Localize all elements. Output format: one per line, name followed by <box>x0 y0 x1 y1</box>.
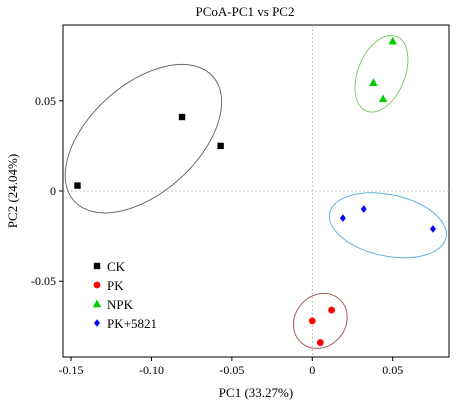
y-tick-label: 0.05 <box>35 94 56 108</box>
legend-marker <box>93 281 101 289</box>
legend-label: PK+5821 <box>107 316 157 331</box>
chart-title: PCoA-PC1 vs PC2 <box>196 4 295 19</box>
y-tick-label: 0 <box>50 184 56 198</box>
legend: CK PK NPK PK+5821 <box>92 259 157 331</box>
point-npk <box>378 94 388 103</box>
legend-label: CK <box>107 259 126 274</box>
point-pk <box>308 317 316 325</box>
ellipse-pk-5821 <box>328 192 447 259</box>
point-npk <box>388 36 397 45</box>
legend-label: NPK <box>107 297 134 312</box>
point-ck <box>217 142 224 150</box>
point-pk-5821 <box>429 225 436 233</box>
x-tick-label: 0 <box>309 363 315 377</box>
x-axis-ticks: -0.15 -0.10 -0.05 0 0.05 <box>59 357 403 377</box>
y-axis-label: PC2 (24.04%) <box>5 154 20 228</box>
point-pk-5821 <box>360 205 367 213</box>
legend-marker <box>92 299 102 308</box>
point-pk-5821 <box>339 214 346 222</box>
x-axis-label: PC1 (33.27%) <box>219 385 293 400</box>
x-tick-label: 0.05 <box>382 363 403 377</box>
ellipse-ck <box>64 63 223 214</box>
y-axis-ticks: -0.05 0 0.05 <box>31 94 63 288</box>
data-points <box>74 36 436 346</box>
point-pk <box>316 339 324 346</box>
confidence-ellipses <box>64 34 447 349</box>
point-npk <box>369 78 378 86</box>
x-tick-label: -0.05 <box>219 363 244 377</box>
x-tick-label: -0.15 <box>59 363 84 377</box>
point-ck <box>178 113 186 121</box>
ellipse-pk <box>292 292 348 349</box>
legend-marker <box>93 262 101 270</box>
legend-label: PK <box>107 278 124 293</box>
point-ck <box>74 182 81 189</box>
legend-marker <box>94 319 100 327</box>
x-tick-label: -0.10 <box>139 363 164 377</box>
ellipse-npk <box>354 34 409 113</box>
y-tick-label: -0.05 <box>31 274 56 288</box>
point-pk <box>328 306 335 314</box>
